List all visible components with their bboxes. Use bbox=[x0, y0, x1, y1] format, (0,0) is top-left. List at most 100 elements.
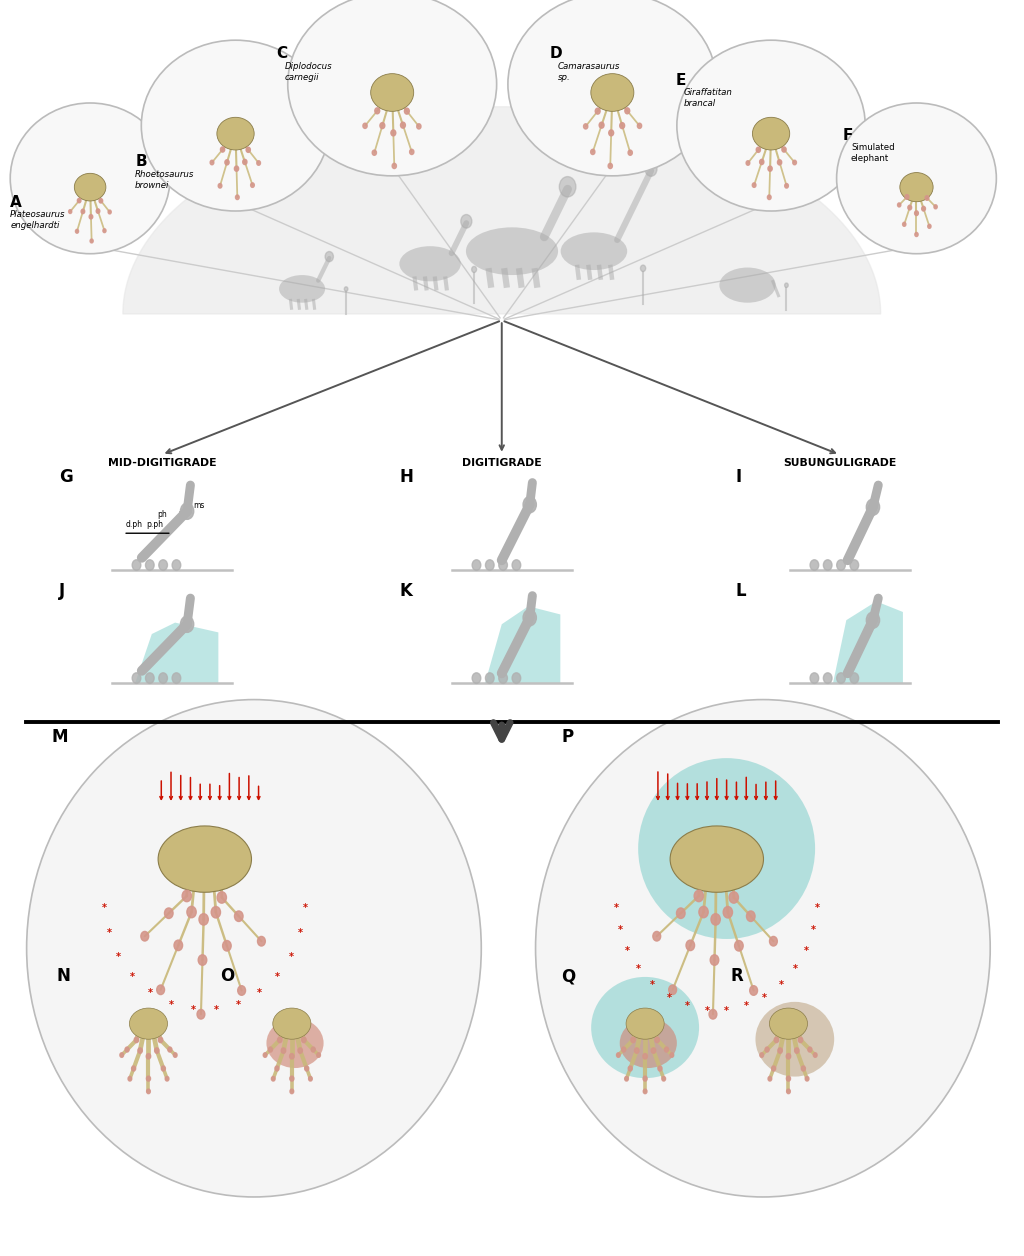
Circle shape bbox=[69, 210, 72, 214]
Circle shape bbox=[461, 215, 472, 229]
Circle shape bbox=[771, 1066, 775, 1071]
Ellipse shape bbox=[272, 1009, 311, 1039]
Circle shape bbox=[670, 1053, 674, 1058]
Circle shape bbox=[723, 907, 732, 918]
Circle shape bbox=[157, 985, 165, 995]
Text: DIGITIGRADE: DIGITIGRADE bbox=[462, 458, 542, 468]
Circle shape bbox=[523, 496, 537, 512]
Circle shape bbox=[628, 1066, 632, 1071]
Circle shape bbox=[155, 1048, 159, 1054]
Text: *: * bbox=[289, 952, 294, 962]
Circle shape bbox=[628, 149, 633, 156]
Circle shape bbox=[109, 210, 112, 214]
Circle shape bbox=[257, 161, 260, 166]
Ellipse shape bbox=[670, 826, 764, 892]
Circle shape bbox=[234, 911, 243, 922]
Circle shape bbox=[380, 123, 385, 128]
Circle shape bbox=[251, 183, 254, 187]
Text: *: * bbox=[811, 924, 816, 934]
Circle shape bbox=[372, 149, 377, 156]
Circle shape bbox=[760, 1053, 764, 1058]
Circle shape bbox=[802, 1066, 806, 1071]
Circle shape bbox=[823, 560, 833, 570]
Text: *: * bbox=[106, 928, 112, 938]
Text: M: M bbox=[51, 728, 68, 746]
Circle shape bbox=[392, 163, 396, 168]
Circle shape bbox=[850, 560, 859, 570]
Circle shape bbox=[616, 1053, 621, 1058]
Circle shape bbox=[669, 985, 677, 995]
Text: d.ph: d.ph bbox=[125, 520, 142, 529]
Circle shape bbox=[805, 1076, 809, 1081]
Ellipse shape bbox=[162, 59, 271, 158]
Circle shape bbox=[746, 161, 750, 166]
Circle shape bbox=[218, 183, 222, 188]
Ellipse shape bbox=[75, 173, 105, 201]
Text: I: I bbox=[735, 468, 741, 486]
Text: A: A bbox=[10, 195, 22, 210]
Circle shape bbox=[311, 1048, 315, 1053]
Ellipse shape bbox=[900, 172, 933, 202]
Circle shape bbox=[308, 1076, 312, 1081]
Ellipse shape bbox=[266, 1019, 324, 1068]
Circle shape bbox=[325, 251, 334, 261]
Ellipse shape bbox=[638, 759, 815, 939]
Text: D: D bbox=[550, 46, 562, 62]
Circle shape bbox=[400, 122, 406, 128]
Circle shape bbox=[622, 1048, 626, 1053]
Circle shape bbox=[786, 1076, 791, 1081]
Text: B: B bbox=[135, 154, 146, 170]
Circle shape bbox=[417, 124, 421, 129]
Circle shape bbox=[162, 1066, 166, 1071]
Circle shape bbox=[608, 129, 613, 136]
Circle shape bbox=[78, 198, 81, 202]
Text: *: * bbox=[237, 1000, 241, 1010]
Circle shape bbox=[767, 195, 771, 200]
Circle shape bbox=[391, 129, 396, 136]
Circle shape bbox=[625, 108, 630, 114]
Circle shape bbox=[677, 908, 685, 918]
Circle shape bbox=[472, 673, 481, 683]
Circle shape bbox=[653, 932, 660, 941]
Text: *: * bbox=[778, 980, 783, 990]
Circle shape bbox=[837, 673, 846, 683]
Circle shape bbox=[662, 1076, 666, 1081]
Text: mt: mt bbox=[178, 509, 188, 517]
Circle shape bbox=[225, 160, 229, 165]
Text: SUBUNGULIGRADE: SUBUNGULIGRADE bbox=[783, 458, 896, 468]
Circle shape bbox=[76, 230, 79, 234]
Circle shape bbox=[625, 1076, 629, 1081]
Ellipse shape bbox=[129, 1009, 168, 1039]
Ellipse shape bbox=[217, 117, 254, 149]
Circle shape bbox=[90, 239, 93, 242]
Circle shape bbox=[81, 210, 85, 214]
Circle shape bbox=[635, 1048, 639, 1054]
Circle shape bbox=[375, 108, 380, 114]
Ellipse shape bbox=[756, 1002, 835, 1076]
Circle shape bbox=[914, 211, 919, 216]
Ellipse shape bbox=[677, 40, 865, 211]
Text: E: E bbox=[676, 73, 686, 88]
Circle shape bbox=[823, 673, 833, 683]
Text: *: * bbox=[685, 1001, 690, 1011]
Circle shape bbox=[777, 160, 781, 165]
Text: *: * bbox=[169, 1000, 173, 1010]
Circle shape bbox=[768, 1076, 772, 1081]
Circle shape bbox=[263, 1053, 267, 1058]
Circle shape bbox=[850, 673, 859, 683]
Text: *: * bbox=[130, 972, 135, 982]
Text: P: P bbox=[561, 728, 573, 746]
Text: *: * bbox=[147, 988, 153, 999]
Text: *: * bbox=[650, 980, 655, 990]
Text: Giraffatitan
brancal: Giraffatitan brancal bbox=[684, 88, 733, 108]
Circle shape bbox=[643, 1076, 647, 1081]
Circle shape bbox=[302, 1037, 306, 1042]
Circle shape bbox=[180, 615, 194, 632]
Circle shape bbox=[559, 177, 575, 197]
Text: L: L bbox=[735, 582, 745, 599]
Circle shape bbox=[159, 673, 168, 683]
Circle shape bbox=[934, 205, 937, 208]
Circle shape bbox=[102, 229, 106, 232]
Ellipse shape bbox=[466, 227, 558, 275]
Text: *: * bbox=[705, 1006, 710, 1016]
